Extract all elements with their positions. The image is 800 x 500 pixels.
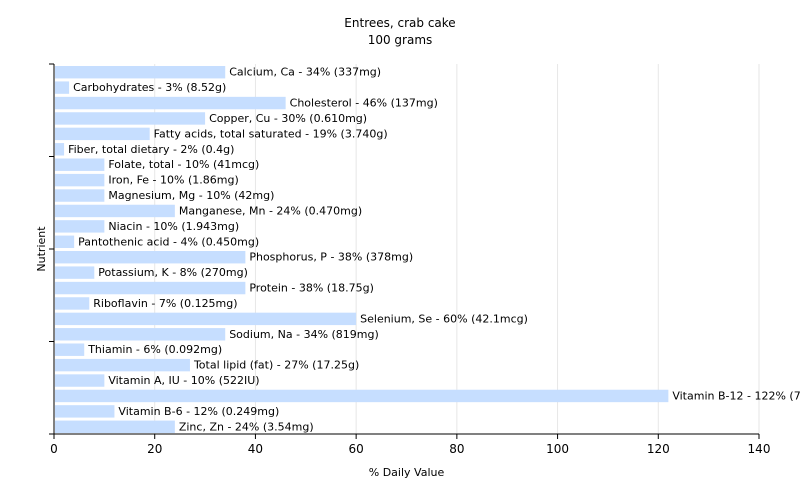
bar-label-17: Sodium, Na - 34% (819mg) <box>229 328 379 341</box>
bar-22 <box>55 405 115 418</box>
x-tick-label-3: 60 <box>349 442 364 456</box>
bar-label-15: Riboflavin - 7% (0.125mg) <box>93 297 237 310</box>
x-tick-label-5: 100 <box>546 442 569 456</box>
bar-label-13: Potassium, K - 8% (270mg) <box>98 266 248 279</box>
bar-8 <box>55 189 105 202</box>
bar-2 <box>55 96 286 110</box>
x-tick-label-6: 120 <box>647 442 670 456</box>
bar-12 <box>55 251 246 264</box>
chart-title: Entrees, crab cake <box>344 16 456 30</box>
bar-10 <box>55 220 105 233</box>
x-tick-label-0: 0 <box>50 442 58 456</box>
bar-label-4: Fatty acids, total saturated - 19% (3.74… <box>154 127 388 140</box>
bar-4 <box>55 127 150 141</box>
bar-label-11: Pantothenic acid - 4% (0.450mg) <box>78 235 259 248</box>
bar-label-22: Vitamin B-6 - 12% (0.249mg) <box>118 405 279 418</box>
x-tick-label-7: 140 <box>748 442 771 456</box>
bar-19 <box>55 358 190 372</box>
bar-label-16: Selenium, Se - 60% (42.1mcg) <box>360 312 528 325</box>
bar-16 <box>55 312 357 326</box>
bar-label-20: Vitamin A, IU - 10% (522IU) <box>108 374 259 387</box>
bar-21 <box>55 389 669 403</box>
bar-7 <box>55 173 105 187</box>
bar-23 <box>55 420 175 433</box>
x-tick-label-1: 20 <box>147 442 162 456</box>
bar-3 <box>55 112 206 125</box>
bar-label-14: Protein - 38% (18.75g) <box>249 282 374 295</box>
bar-label-2: Cholesterol - 46% (137mg) <box>290 97 438 110</box>
bar-0 <box>55 66 226 79</box>
bar-label-12: Phosphorus, P - 38% (378mg) <box>249 251 413 264</box>
bar-label-21: Vitamin B-12 - 122% (7.33mcg) <box>672 389 800 402</box>
bar-18 <box>55 343 85 356</box>
bar-6 <box>55 158 105 171</box>
bar-label-18: Thiamin - 6% (0.092mg) <box>87 343 222 356</box>
chart-subtitle: 100 grams <box>367 33 433 47</box>
bar-label-1: Carbohydrates - 3% (8.52g) <box>73 81 226 94</box>
x-tick-label-2: 40 <box>248 442 263 456</box>
bar-14 <box>55 281 246 295</box>
bar-label-3: Copper, Cu - 30% (0.610mg) <box>209 112 367 125</box>
bar-1 <box>55 81 70 94</box>
bar-label-7: Iron, Fe - 10% (1.86mg) <box>108 174 238 187</box>
bar-17 <box>55 328 226 341</box>
bar-label-10: Niacin - 10% (1.943mg) <box>108 220 239 233</box>
bar-label-6: Folate, total - 10% (41mcg) <box>108 158 259 171</box>
bar-label-23: Zinc, Zn - 24% (3.54mg) <box>179 420 314 433</box>
bar-label-8: Magnesium, Mg - 10% (42mg) <box>108 189 274 202</box>
bar-9 <box>55 204 175 218</box>
bar-15 <box>55 297 90 310</box>
bar-label-19: Total lipid (fat) - 27% (17.25g) <box>193 359 359 372</box>
bar-13 <box>55 266 95 279</box>
bar-5 <box>55 143 65 156</box>
bar-label-0: Calcium, Ca - 34% (337mg) <box>229 66 381 79</box>
bar-label-9: Manganese, Mn - 24% (0.470mg) <box>179 204 362 217</box>
bar-label-5: Fiber, total dietary - 2% (0.4g) <box>68 143 234 156</box>
bar-20 <box>55 374 105 387</box>
x-tick-label-4: 80 <box>449 442 464 456</box>
y-axis-label: Nutrient <box>35 226 48 272</box>
bar-11 <box>55 235 75 248</box>
x-axis-label: % Daily Value <box>369 466 445 479</box>
